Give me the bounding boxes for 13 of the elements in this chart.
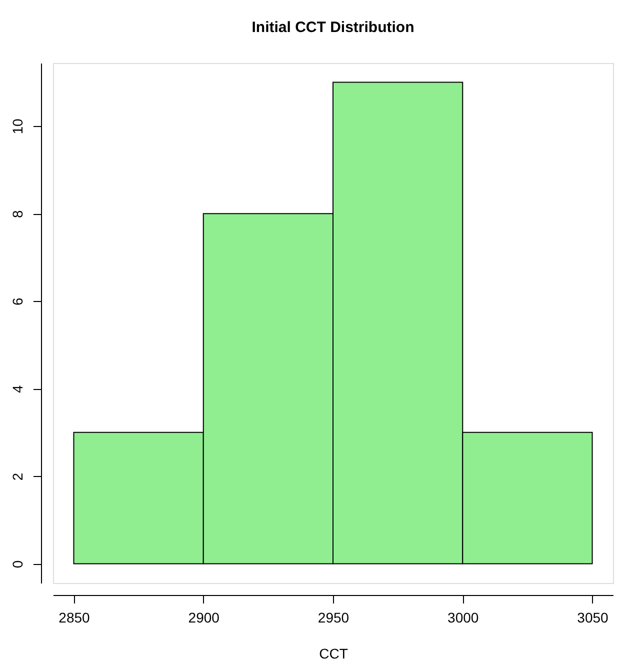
x-tick-label: 2850 (58, 610, 90, 626)
y-tick-label: 4 (10, 385, 26, 394)
x-tick-label: 3050 (577, 610, 609, 626)
y-tick-label: 8 (10, 210, 26, 218)
y-tick-label: 0 (10, 560, 26, 568)
x-axis-title: CCT (319, 646, 348, 662)
x-tick-label: 3000 (448, 610, 479, 626)
x-tick-label: 2900 (188, 610, 220, 626)
y-tick-label: 6 (10, 298, 26, 306)
y-tick-label: 10 (10, 118, 26, 134)
y-tick-label: 2 (10, 472, 26, 481)
x-tick-label: 2950 (318, 610, 350, 626)
chart-title: Initial CCT Distribution (252, 19, 414, 36)
